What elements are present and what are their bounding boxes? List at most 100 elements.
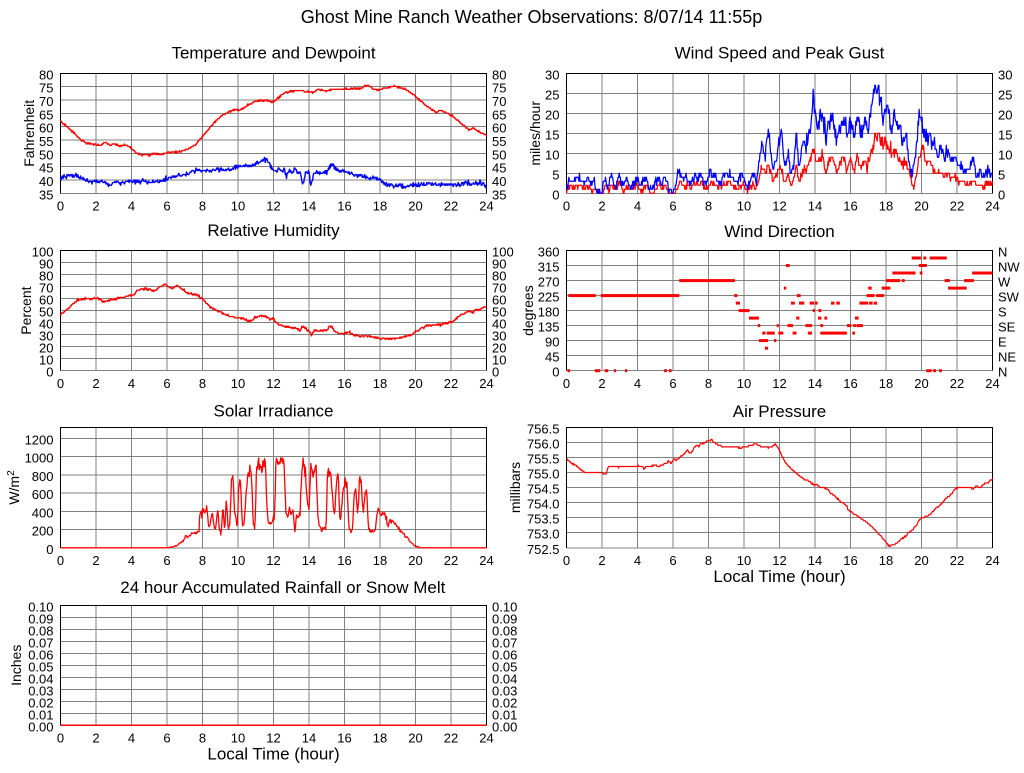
svg-text:E: E [998,335,1007,350]
svg-text:2: 2 [92,199,99,214]
svg-text:0: 0 [57,376,64,391]
svg-text:10: 10 [231,199,245,214]
svg-text:6: 6 [163,199,170,214]
svg-text:NW: NW [998,260,1020,275]
svg-text:14: 14 [808,553,822,568]
svg-text:12: 12 [772,376,786,391]
svg-text:24: 24 [479,553,493,568]
svg-text:Air Pressure: Air Pressure [733,402,827,421]
svg-text:40: 40 [492,174,506,189]
svg-text:0: 0 [57,553,64,568]
svg-text:5: 5 [998,167,1005,182]
svg-text:0.05: 0.05 [492,659,517,674]
svg-text:20: 20 [408,731,422,746]
svg-text:55: 55 [39,134,53,149]
svg-text:10: 10 [545,147,559,162]
svg-text:45: 45 [492,161,506,176]
svg-text:753.5: 753.5 [527,512,560,527]
svg-text:12: 12 [772,199,786,214]
svg-text:0.00: 0.00 [492,719,517,734]
svg-text:20: 20 [914,553,928,568]
svg-text:756.0: 756.0 [527,436,560,451]
svg-text:Fahrenheit: Fahrenheit [21,100,37,167]
svg-text:60: 60 [492,293,506,308]
svg-text:24: 24 [985,553,999,568]
svg-text:Ghost Mine Ranch Weather Obser: Ghost Mine Ranch Weather Observations: 8… [301,7,763,27]
svg-text:0.01: 0.01 [492,707,517,722]
svg-text:0.03: 0.03 [28,683,53,698]
svg-text:0: 0 [57,199,64,214]
svg-text:0: 0 [563,199,570,214]
svg-text:5: 5 [552,167,559,182]
svg-text:12: 12 [266,731,280,746]
svg-text:4: 4 [128,731,135,746]
svg-text:4: 4 [634,199,641,214]
svg-text:10: 10 [737,199,751,214]
svg-text:Wind Direction: Wind Direction [724,222,835,241]
svg-text:755.5: 755.5 [527,451,560,466]
svg-text:0.04: 0.04 [492,671,517,686]
svg-text:20: 20 [408,553,422,568]
svg-text:40: 40 [39,317,53,332]
svg-text:6: 6 [669,553,676,568]
svg-text:6: 6 [669,199,676,214]
svg-text:6: 6 [163,731,170,746]
svg-text:90: 90 [492,257,506,272]
svg-text:W: W [998,275,1011,290]
svg-text:10: 10 [231,376,245,391]
svg-text:80: 80 [492,67,506,82]
svg-text:8: 8 [199,376,206,391]
svg-text:4: 4 [634,376,641,391]
svg-text:0.01: 0.01 [28,707,53,722]
svg-text:22: 22 [444,731,458,746]
svg-text:0.07: 0.07 [492,635,517,650]
svg-text:W/m2: W/m2 [6,470,22,505]
svg-text:18: 18 [373,376,387,391]
svg-text:60: 60 [492,121,506,136]
svg-text:20: 20 [998,107,1012,122]
svg-text:4: 4 [634,553,641,568]
svg-text:24: 24 [985,199,999,214]
svg-text:10: 10 [737,376,751,391]
svg-text:80: 80 [492,269,506,284]
svg-text:0.00: 0.00 [28,719,53,734]
svg-text:18: 18 [879,553,893,568]
svg-text:315: 315 [538,260,560,275]
svg-text:65: 65 [39,107,53,122]
svg-text:0.06: 0.06 [492,647,517,662]
svg-text:4: 4 [128,376,135,391]
svg-text:14: 14 [302,553,316,568]
svg-text:22: 22 [950,376,964,391]
svg-text:30: 30 [545,67,559,82]
svg-text:20: 20 [408,199,422,214]
svg-text:14: 14 [302,199,316,214]
svg-text:Temperature and Dewpoint: Temperature and Dewpoint [171,43,375,62]
svg-text:80: 80 [39,269,53,284]
svg-text:600: 600 [32,487,54,502]
svg-text:10: 10 [39,353,53,368]
svg-text:753.0: 753.0 [527,527,560,542]
svg-text:40: 40 [492,317,506,332]
svg-text:0: 0 [563,376,570,391]
svg-text:90: 90 [545,335,559,350]
svg-text:200: 200 [32,524,54,539]
svg-text:12: 12 [266,376,280,391]
svg-text:15: 15 [545,127,559,142]
svg-text:90: 90 [39,257,53,272]
svg-text:70: 70 [492,281,506,296]
svg-text:25: 25 [998,87,1012,102]
svg-text:degrees: degrees [520,285,536,336]
svg-text:40: 40 [39,174,53,189]
svg-text:35: 35 [39,187,53,202]
svg-text:754.0: 754.0 [527,497,560,512]
svg-text:24: 24 [479,376,493,391]
svg-text:0.04: 0.04 [28,671,53,686]
svg-text:16: 16 [337,731,351,746]
svg-text:755.0: 755.0 [527,467,560,482]
svg-text:180: 180 [538,305,560,320]
svg-text:754.5: 754.5 [527,482,560,497]
svg-text:50: 50 [39,305,53,320]
svg-text:65: 65 [492,107,506,122]
svg-text:6: 6 [163,376,170,391]
svg-text:0: 0 [57,731,64,746]
